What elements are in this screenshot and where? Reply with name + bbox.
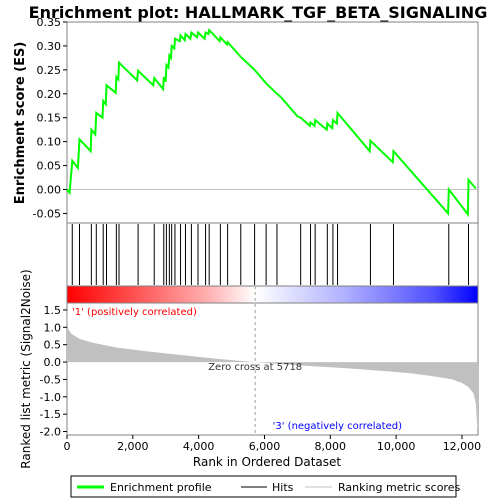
es-y-tick-label: 0.20: [37, 88, 62, 101]
es-y-tick-label: 0.00: [37, 184, 62, 197]
colorbar-panel: [66, 285, 479, 304]
x-axis-ticks: 0 2,000 4,000 6,000 8,000 10,000 12,000: [64, 435, 482, 453]
es-y-tick-label: 0.25: [37, 64, 62, 77]
legend-hits-label: Hits: [272, 481, 294, 494]
metric-y-tick-label: -0.5: [40, 373, 61, 386]
es-y-tick-label: -0.05: [33, 207, 61, 220]
x-axis-label: Rank in Ordered Dataset: [193, 455, 341, 469]
es-y-tick-label: 0.35: [37, 16, 62, 29]
hits-panel: [66, 222, 479, 287]
chart-title: Enrichment plot: HALLMARK_TGF_BETA_SIGNA…: [29, 3, 488, 22]
zero-cross-label: Zero cross at 5718: [208, 362, 302, 373]
negative-correlation-label: '3' (negatively correlated): [273, 421, 402, 432]
metric-y-tick-label: -2.0: [40, 426, 61, 439]
es-panel: -0.05 0.00 0.05 0.10 0.15 0.20 0.25 0.30 0.35 En…: [13, 16, 479, 224]
legend: Enrichment profile Hits Ranking metric s…: [70, 475, 460, 498]
x-tick-label: 12,000: [443, 440, 482, 453]
metric-y-tick-label: 1.5: [44, 304, 62, 317]
ranked-list-colorbar: [66, 285, 479, 304]
x-tick-label: 10,000: [377, 440, 416, 453]
legend-enrichment-label: Enrichment profile: [110, 481, 212, 494]
x-tick-label: 6,000: [249, 440, 281, 453]
enrichment-profile-line: [66, 27, 477, 218]
metric-panel: Zero cross at 5718 '1' (positively corre…: [19, 269, 479, 469]
metric-y-tick-label: 0.0: [44, 356, 62, 369]
metric-y-tick-label: 1.0: [44, 321, 62, 334]
hits-panel-frame: [66, 222, 479, 287]
es-y-tick-label: 0.30: [37, 40, 62, 53]
metric-y-tick-label: -1.5: [40, 408, 61, 421]
x-tick-label: 8,000: [315, 440, 347, 453]
metric-y-tick-label: 0.5: [44, 339, 62, 352]
x-tick-label: 2,000: [117, 440, 149, 453]
es-panel-frame: [66, 21, 479, 224]
es-y-tick-label: 0.10: [37, 136, 62, 149]
metric-y-axis-label: Ranked list metric (Signal2Noise): [19, 269, 33, 468]
ranking-metric-area: [67, 309, 478, 429]
positive-correlation-label: '1' (positively correlated): [72, 307, 197, 318]
x-tick-label: 4,000: [183, 440, 215, 453]
es-y-tick-label: 0.05: [37, 160, 62, 173]
legend-metric-label: Ranking metric scores: [338, 481, 460, 494]
metric-y-tick-label: -1.0: [40, 391, 61, 404]
es-y-axis-label: Enrichment score (ES): [13, 42, 28, 205]
es-y-tick-label: 0.15: [37, 112, 62, 125]
x-tick-label: 0: [64, 440, 71, 453]
